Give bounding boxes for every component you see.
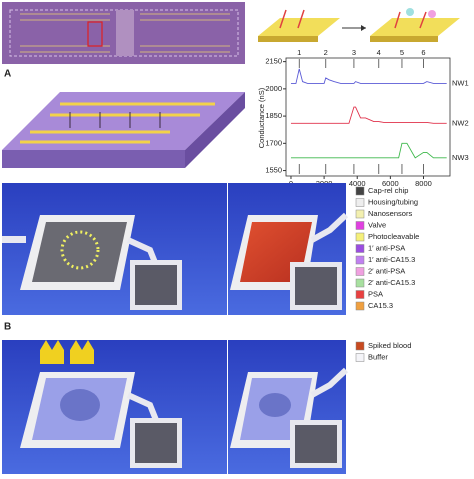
- y-tick-label: 1550: [265, 166, 282, 175]
- event-label: 2: [324, 48, 328, 57]
- legend-swatch: [355, 353, 365, 362]
- legend-swatch: [355, 232, 365, 242]
- event-label: 3: [352, 48, 356, 57]
- y-axis-label: Conductance (nS): [257, 87, 266, 148]
- plot-frame: [285, 57, 451, 177]
- x-tick-label: 8000: [415, 179, 432, 188]
- y-tick-label: 2150: [265, 57, 282, 66]
- y-tick-label: 1700: [265, 138, 282, 147]
- legend-label: 1′ anti-PSA: [368, 243, 405, 252]
- legend-label: 2′ anti-CA15.3: [368, 278, 415, 287]
- legend-label: Photocleavable: [368, 232, 419, 241]
- event-label: 5: [400, 48, 404, 57]
- y-tick-label: 1850: [265, 111, 282, 120]
- legend-label: Housing/tubing: [368, 197, 418, 206]
- device-panels: [2, 183, 349, 474]
- legend-label: CA15.3: [368, 301, 393, 310]
- legend-label: Nanosensors: [368, 209, 412, 218]
- legend-swatch: [355, 186, 365, 196]
- series-line: [290, 106, 447, 124]
- x-tick-label: 4000: [349, 179, 366, 188]
- series-line: [290, 68, 447, 84]
- panel-label: B: [4, 322, 11, 333]
- legend-label: Buffer: [368, 352, 388, 361]
- panel-label: A: [4, 69, 11, 80]
- legend-swatch: [355, 244, 365, 253]
- event-label: 1: [297, 48, 301, 57]
- legend-label: Cap-rel chip: [368, 186, 408, 195]
- x-tick-label: 6000: [382, 179, 399, 188]
- legend-swatch: [355, 278, 365, 288]
- series-label: NW3: [452, 153, 469, 162]
- legend-swatch: [355, 290, 365, 299]
- y-tick-label: 2000: [265, 84, 282, 93]
- legend-swatch: [355, 198, 365, 207]
- legend-label: 1′ anti-CA15.3: [368, 255, 415, 264]
- legend-label: Spiked blood: [368, 341, 411, 350]
- legend-label: PSA: [368, 289, 383, 298]
- event-label: 4: [377, 48, 381, 57]
- legend-swatch: [355, 255, 365, 265]
- series-label: NW1: [452, 78, 469, 87]
- legend-swatch: [355, 341, 365, 351]
- legend-swatch: [355, 267, 365, 276]
- legend-swatch: [355, 301, 365, 311]
- legend-label: 2′ anti-PSA: [368, 266, 405, 275]
- event-label: 6: [421, 48, 425, 57]
- series-label: NW2: [452, 118, 469, 127]
- chip-3d: [2, 92, 245, 168]
- legend-label: Valve: [368, 220, 386, 229]
- chip-image: [2, 2, 245, 64]
- conductance-chart: Conductance (nS) 15501700185020002150020…: [257, 48, 469, 188]
- legend-swatch: [355, 209, 365, 219]
- antibody-illustration: [258, 8, 460, 42]
- series-line: [290, 142, 447, 159]
- legend-swatch: [355, 221, 365, 230]
- legend: Cap-rel chip Housing/tubing Nanosensors Val…: [355, 186, 419, 362]
